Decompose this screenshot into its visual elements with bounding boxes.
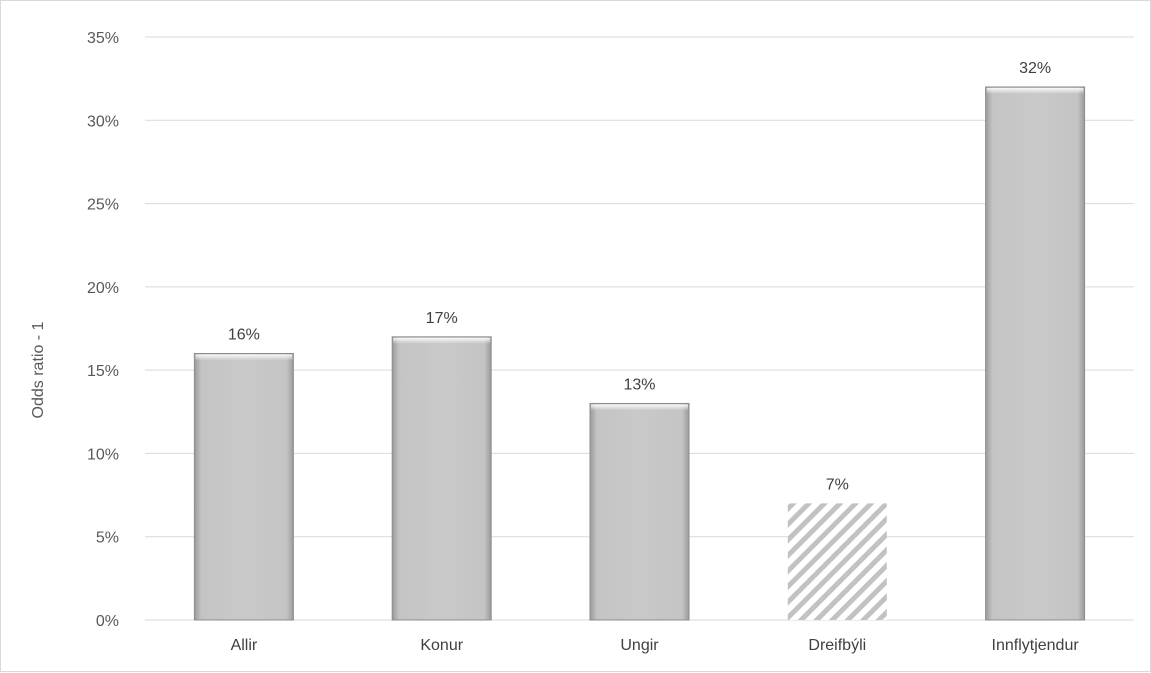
data-label: 16% [228, 326, 260, 343]
y-tick-label: 30% [87, 113, 119, 130]
data-label: 17% [426, 310, 458, 327]
bar-highlight [195, 354, 293, 361]
y-axis-tick-labels: 0% 5% 10% 15% 20% 25% 30% 35% [87, 30, 119, 630]
bar-innflytjendur [985, 86, 1086, 621]
bar-ungir [589, 402, 690, 621]
bar-konur [391, 336, 492, 621]
data-label: 7% [826, 476, 849, 493]
bar [391, 336, 492, 621]
bar-allir [193, 352, 294, 621]
x-category-label: Ungir [620, 637, 659, 654]
bar-dreifbýli [787, 503, 887, 620]
bar-highlight [393, 337, 491, 344]
x-axis-category-labels: Allir Konur Ungir Dreifbýli Innflytjendur [231, 637, 1080, 654]
bar [787, 503, 887, 620]
data-label: 13% [623, 376, 655, 393]
bar [193, 352, 294, 621]
y-tick-label: 0% [96, 613, 119, 630]
x-category-label: Innflytjendur [992, 637, 1080, 654]
data-labels: 16% 17% 13% 7% 32% [228, 60, 1051, 493]
y-tick-label: 25% [87, 197, 119, 214]
y-tick-label: 10% [87, 446, 119, 463]
x-category-label: Dreifbýli [808, 637, 866, 654]
y-tick-label: 15% [87, 363, 119, 380]
bar [985, 86, 1086, 621]
data-label: 32% [1019, 60, 1051, 77]
x-category-label: Allir [231, 637, 258, 654]
y-tick-label: 5% [96, 530, 119, 547]
bar-highlight [591, 404, 688, 411]
y-axis-title: Odds ratio - 1 [30, 321, 47, 418]
x-category-label: Konur [420, 637, 463, 654]
bars [193, 86, 1086, 621]
y-tick-label: 35% [87, 30, 119, 47]
bar-highlight [986, 87, 1084, 94]
y-tick-label: 20% [87, 280, 119, 297]
bar [589, 402, 690, 621]
